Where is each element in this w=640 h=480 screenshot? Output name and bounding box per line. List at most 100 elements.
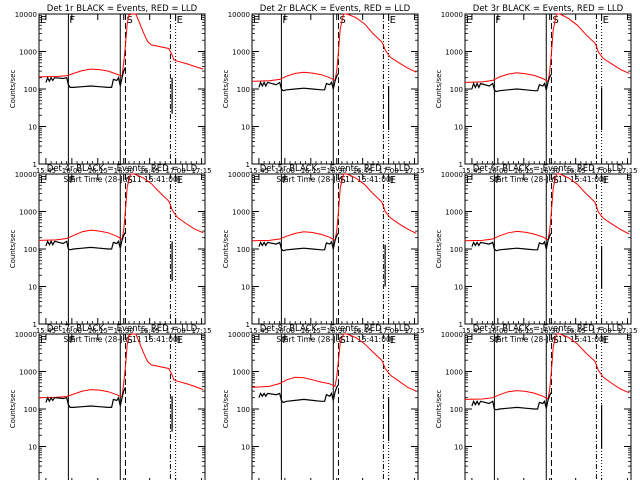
x-tick-label: 16:00 <box>275 167 295 175</box>
plot-frame <box>38 333 206 480</box>
x-tick-label: 17:15 <box>617 327 637 335</box>
interval-marker-s: S <box>126 175 132 186</box>
y-tick-label: 10 <box>454 444 463 452</box>
y-tick-label: 100 <box>237 406 250 414</box>
events-series-line <box>471 232 553 252</box>
interval-marker-s: S <box>339 175 345 186</box>
interval-marker-f: F <box>495 175 501 186</box>
x-axis-label: Start Time (28-Jul-11 15:41:00) <box>63 175 180 184</box>
y-tick-label: 10000 <box>441 331 463 339</box>
x-tick-label: 17:15 <box>404 327 424 335</box>
interval-marker-e: E <box>177 175 183 186</box>
x-tick-label: 17:00 <box>166 167 186 175</box>
y-tick-label: 1000 <box>232 209 250 217</box>
y-tick-label: 10 <box>241 284 250 292</box>
interval-marker-e: E <box>40 15 46 26</box>
interval-marker-e: E <box>466 15 472 26</box>
interval-marker-s: S <box>339 335 345 346</box>
y-tick-label: 100 <box>450 86 463 94</box>
events-series-line <box>45 387 127 408</box>
x-tick-label: 15:45 <box>36 167 56 175</box>
x-tick-label: 16:15 <box>301 327 321 335</box>
interval-marker-e: E <box>390 15 396 26</box>
y-tick-label: 100 <box>450 246 463 254</box>
interval-marker-e: E <box>466 175 472 186</box>
x-tick-label: 17:00 <box>379 167 399 175</box>
y-tick-label: 1000 <box>19 369 37 377</box>
y-tick-label: 10 <box>241 444 250 452</box>
x-tick-label: 17:15 <box>404 167 424 175</box>
interval-marker-f: F <box>282 335 288 346</box>
lld-series-line <box>38 173 204 241</box>
lld-series-line <box>38 13 204 78</box>
interval-marker-s: S <box>339 15 345 26</box>
y-tick-label: 10000 <box>15 331 37 339</box>
x-axis-label: Start Time (28-Jul-11 15:41:00) <box>276 175 393 184</box>
interval-marker-e: E <box>253 175 259 186</box>
y-tick-label: 10 <box>454 124 463 132</box>
interval-marker-e: E <box>253 15 259 26</box>
y-tick-label: 1000 <box>445 49 463 57</box>
lld-series-line <box>464 13 630 83</box>
chart-panel-5: Det 5r BLACK = Events, RED = LLD 1 10 100 10… <box>222 164 425 344</box>
y-tick-label: 1 <box>459 321 463 329</box>
x-tick-label: 16:00 <box>275 327 295 335</box>
x-tick-label: 16:45 <box>566 167 586 175</box>
x-tick-label: 15:45 <box>249 167 269 175</box>
y-tick-label: 1000 <box>19 209 37 217</box>
panel-title: Det 5r BLACK = Events, RED = LLD <box>260 164 411 174</box>
x-tick-label: 17:00 <box>166 327 186 335</box>
x-tick-label: 16:30 <box>114 167 134 175</box>
lld-series-line <box>251 173 417 242</box>
y-tick-label: 10 <box>28 444 37 452</box>
lld-series-line <box>38 333 204 399</box>
x-tick-label: 16:15 <box>301 167 321 175</box>
y-tick-label: 10 <box>28 124 37 132</box>
y-tick-label: 100 <box>24 246 37 254</box>
interval-marker-e: E <box>390 175 396 186</box>
y-tick-label: 1 <box>33 321 37 329</box>
chart-panel-6: Det 6r BLACK = Events, RED = LLD 1 10 100 10… <box>435 164 638 344</box>
interval-marker-s: S <box>552 175 558 186</box>
panel-title: Det 6r BLACK = Events, RED = LLD <box>473 164 624 174</box>
x-tick-label: 16:00 <box>488 327 508 335</box>
plot-frame <box>464 13 632 165</box>
y-tick-label: 1 <box>459 161 463 169</box>
x-tick-label: 17:00 <box>379 327 399 335</box>
events-series-line <box>258 232 340 252</box>
x-axis-label: Start Time (28-Jul-11 15:41:00) <box>489 175 606 184</box>
y-tick-label: 10 <box>241 124 250 132</box>
x-tick-label: 16:15 <box>88 167 108 175</box>
panel-title: Det 2r BLACK = Events, RED = LLD <box>260 4 411 14</box>
interval-marker-f: F <box>69 175 75 186</box>
x-axis-label: Start Time (28-Jul-11 15:41:00) <box>489 335 606 344</box>
y-tick-label: 10 <box>454 284 463 292</box>
lld-series-line <box>464 173 630 242</box>
interval-marker-f: F <box>495 15 501 26</box>
interval-marker-e: E <box>390 335 396 346</box>
y-axis-label: Counts/sec <box>435 70 443 109</box>
events-series-line <box>471 391 553 411</box>
x-tick-label: 15:45 <box>462 167 482 175</box>
y-tick-label: 10000 <box>15 11 37 19</box>
x-tick-label: 16:30 <box>540 167 560 175</box>
chart-panel-3: Det 3r BLACK = Events, RED = LLD 1 10 100 10… <box>435 4 638 184</box>
y-axis-label: Counts/sec <box>9 230 17 269</box>
y-tick-label: 10000 <box>228 11 250 19</box>
plot-frame <box>464 173 632 325</box>
y-axis-label: Counts/sec <box>222 390 230 429</box>
y-tick-label: 1 <box>246 161 250 169</box>
x-tick-label: 15:45 <box>462 327 482 335</box>
x-tick-label: 16:00 <box>62 167 82 175</box>
interval-marker-s: S <box>126 15 132 26</box>
y-tick-label: 100 <box>24 406 37 414</box>
chart-panel-9: Det 9r BLACK = Events, RED = LLD 1 10 100 10… <box>435 324 632 480</box>
y-tick-label: 100 <box>237 246 250 254</box>
x-tick-label: 16:30 <box>114 327 134 335</box>
y-tick-label: 10000 <box>441 11 463 19</box>
y-tick-label: 10000 <box>228 331 250 339</box>
plot-frame <box>464 333 632 480</box>
panel-title: Det 9r BLACK = Events, RED = LLD <box>473 324 624 334</box>
interval-marker-e: E <box>603 15 609 26</box>
interval-marker-e: E <box>177 335 183 346</box>
